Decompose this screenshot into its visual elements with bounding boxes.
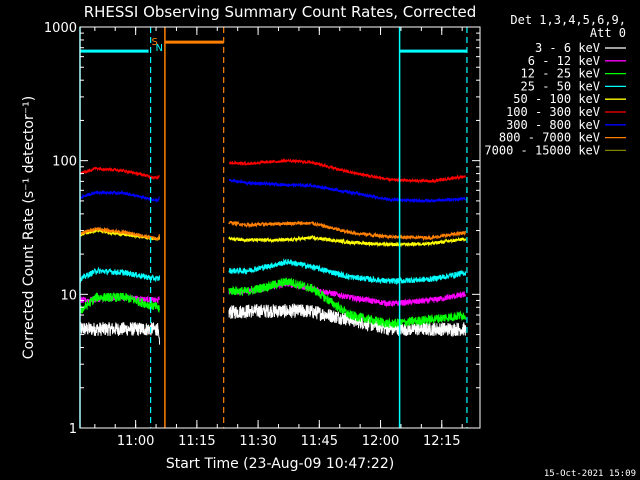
- legend-label-2: 6 - 12 keV: [528, 54, 600, 68]
- footer-timestamp: 15-Oct-2021 15:09: [544, 469, 636, 479]
- series-line-4-part-1: [79, 266, 161, 283]
- series-line-5-part-2: [228, 234, 467, 248]
- y-tick-label-3: 100: [52, 155, 77, 170]
- legend-label-8: 800 - 7000 keV: [499, 131, 600, 145]
- x-tick-label-6: 12:15: [423, 434, 460, 449]
- plot-frame: [79, 26, 481, 429]
- series-line-7-part-2: [228, 178, 467, 204]
- marker-n: N: [155, 43, 162, 54]
- plot-area: SN: [79, 27, 468, 428]
- y-tick-label-1: 1: [69, 422, 77, 437]
- legend-label-4: 25 - 50 keV: [521, 79, 600, 93]
- x-tick-label-4: 11:45: [301, 434, 338, 449]
- series-line-3-part-1: [79, 292, 161, 314]
- axes: 1 10 100 1000 11:00 11:15 11:30 11:45 12:00 12:15: [44, 21, 481, 449]
- y-tick-label-4: 1000: [44, 21, 77, 36]
- legend-label-7: 300 - 800 keV: [506, 118, 600, 132]
- x-tick-label-5: 12:00: [362, 434, 399, 449]
- x-axis-label: Start Time (23-Aug-09 10:47:22): [166, 456, 394, 472]
- legend-label-1: 3 - 6 keV: [535, 41, 600, 55]
- x-tick-label-2: 11:15: [178, 434, 215, 449]
- series-line-1-part-1: [79, 322, 161, 345]
- legend-label-3: 12 - 25 keV: [521, 67, 600, 81]
- series-line-4-part-2: [228, 258, 467, 285]
- chart-title: RHESSI Observing Summary Count Rates, Co…: [84, 3, 477, 21]
- series-line-1-part-2: [228, 303, 467, 338]
- series-line-8-part-2: [228, 220, 467, 242]
- series-line-7-part-1: [79, 189, 160, 204]
- legend-label-6: 100 - 300 keV: [506, 105, 600, 119]
- x-tick-label-1: 11:00: [117, 434, 154, 449]
- legend-label-5: 50 - 100 keV: [513, 92, 600, 106]
- series-line-6-part-2: [228, 157, 466, 184]
- legend-header-1: Det 1,3,4,5,6,9,: [510, 13, 626, 27]
- marker-s: S: [152, 37, 158, 48]
- y-axis-label: Corrected Count Rate (s⁻¹ detector⁻¹): [21, 96, 37, 359]
- series-line-6-part-1: [79, 166, 161, 181]
- legend-label-9: 7000 - 15000 keV: [484, 143, 600, 157]
- legend-header-2: Att 0: [590, 26, 626, 40]
- series-line-3-part-2: [228, 277, 467, 329]
- series-line-8-part-1: [79, 226, 161, 242]
- x-tick-label-3: 11:30: [239, 434, 276, 449]
- y-tick-label-2: 10: [60, 288, 77, 303]
